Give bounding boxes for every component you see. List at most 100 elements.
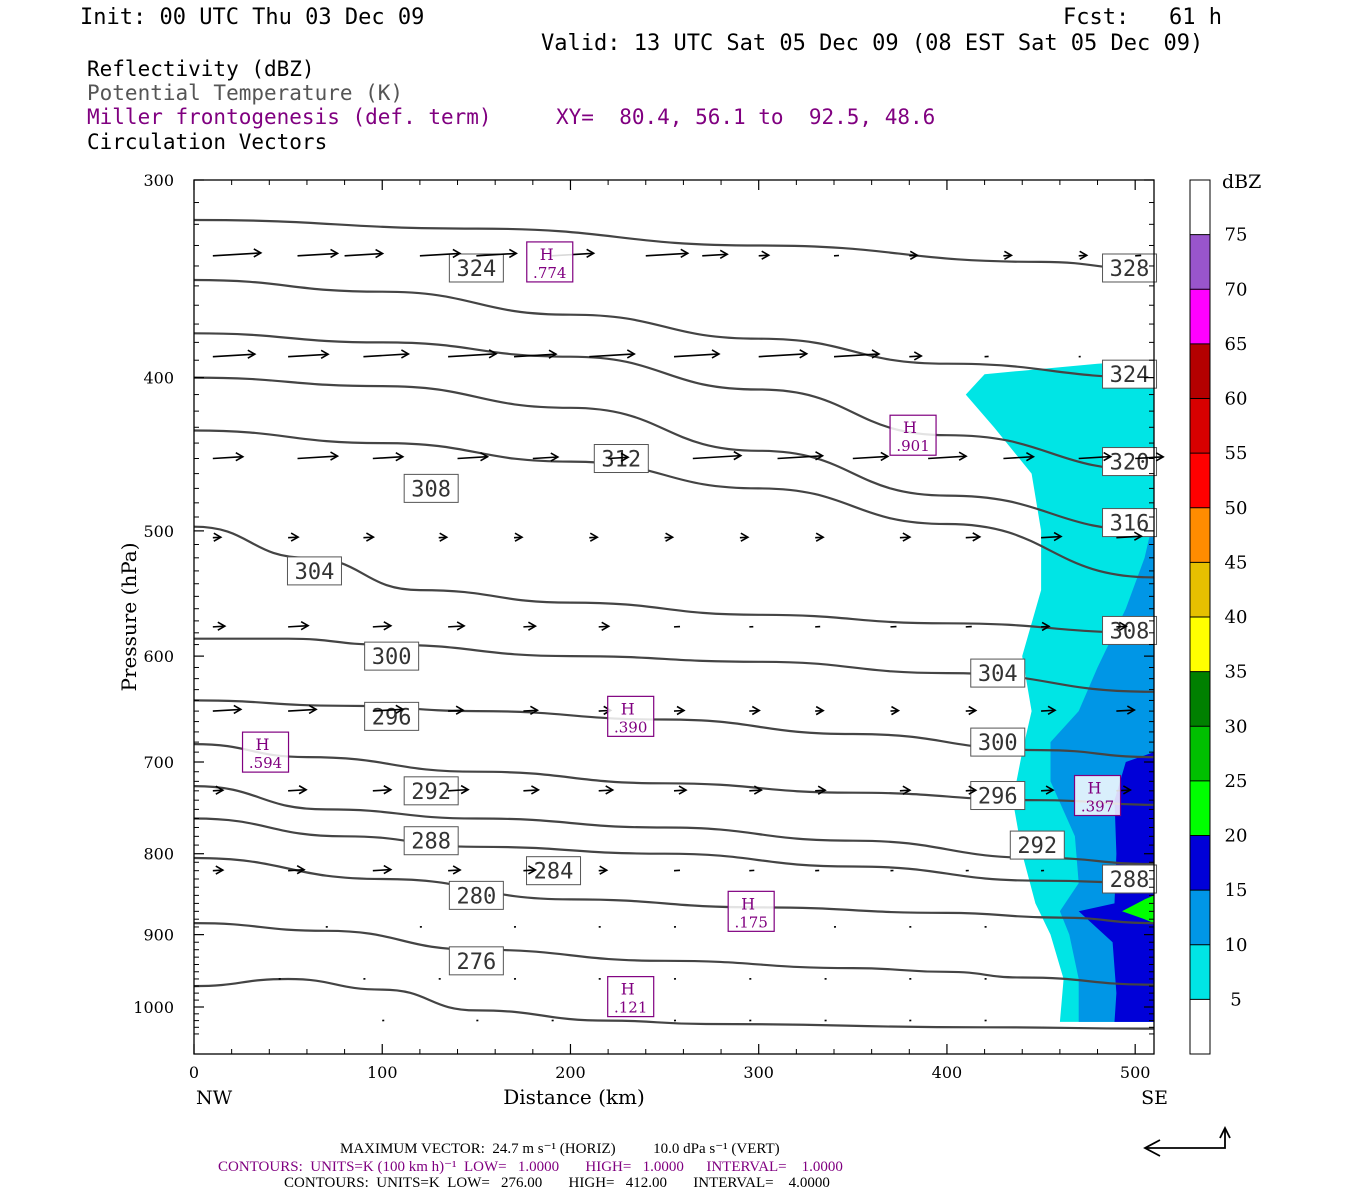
x-tick-label-0: 0 bbox=[189, 1063, 199, 1082]
vector-head-1-6 bbox=[711, 349, 721, 359]
vector-head-0-3 bbox=[452, 248, 462, 259]
y-tick-label-500: 500 bbox=[143, 522, 174, 541]
vector-shaft-2-2 bbox=[372, 455, 403, 460]
vector-shaft-6-11 bbox=[1041, 789, 1054, 792]
vector-head-6-1 bbox=[298, 785, 308, 795]
colorbar-label-55: 55 bbox=[1225, 443, 1248, 464]
theta-label-296-0: 296 bbox=[372, 705, 412, 730]
circulation-vector-1-2 bbox=[363, 349, 411, 359]
circulation-vector-0-3 bbox=[419, 248, 462, 259]
fronto-max-symbol-3: H bbox=[256, 735, 270, 754]
theta-label-300-1: 300 bbox=[978, 731, 1018, 756]
theta-label-box-308-0 bbox=[403, 473, 459, 503]
vector-head-1-2 bbox=[401, 349, 411, 359]
theta-label-292-1: 292 bbox=[1017, 834, 1057, 859]
vector-head-3-4 bbox=[514, 532, 524, 542]
circulation-vector-3-6 bbox=[664, 532, 675, 542]
colorbar-label-45: 45 bbox=[1225, 552, 1248, 573]
circulation-vector-2-6 bbox=[692, 450, 743, 461]
theta-label-328-0: 328 bbox=[1110, 257, 1150, 282]
vector-head-3-5 bbox=[589, 532, 599, 542]
colorbar-top-white bbox=[1190, 180, 1210, 235]
vector-head-4-0 bbox=[217, 621, 227, 631]
circulation-vector-6-0 bbox=[212, 785, 225, 795]
vector-shaft-2-1 bbox=[297, 455, 338, 460]
init-label: Init: 00 UTC Thu 03 Dec 09 bbox=[80, 5, 425, 30]
fronto-max-symbol-5: H bbox=[741, 894, 755, 913]
theta-label-304-0: 304 bbox=[295, 560, 335, 585]
theta-label-box-324-0 bbox=[448, 253, 504, 283]
colorbar-box-12 bbox=[1190, 343, 1210, 399]
vector-head-4-11 bbox=[1041, 621, 1051, 632]
x-end-label-se: SE bbox=[1141, 1087, 1168, 1109]
vector-shaft-3-12 bbox=[1116, 535, 1142, 539]
theta-label-308-0: 308 bbox=[411, 477, 451, 502]
theta-label-box-316-0 bbox=[1102, 508, 1158, 538]
theta-label-box-324-1 bbox=[1102, 359, 1158, 389]
vector-head-7-2 bbox=[383, 864, 393, 875]
vector-head-4-4 bbox=[528, 621, 538, 631]
vector-shaft-5-11 bbox=[1041, 709, 1056, 712]
circulation-vector-6-7 bbox=[749, 785, 763, 795]
fronto-max-box-6 bbox=[607, 976, 655, 1018]
vector-head-6-12 bbox=[1122, 785, 1132, 795]
circulation-vector-0-6 bbox=[645, 248, 690, 258]
vector-head-2-1 bbox=[330, 451, 340, 461]
circulation-vector-0-0 bbox=[212, 248, 263, 258]
vector-head-3-2 bbox=[366, 532, 376, 542]
circulation-vector-5-1 bbox=[288, 704, 318, 715]
theta-label-284-0: 284 bbox=[534, 860, 574, 885]
vector-head-5-7 bbox=[751, 705, 761, 716]
vector-shaft-1-7 bbox=[758, 353, 807, 358]
vector-head-5-8 bbox=[815, 705, 825, 716]
vector-shaft-2-4 bbox=[532, 456, 558, 460]
vector-shaft-5-2 bbox=[372, 708, 403, 712]
fronto-max-value-1: .901 bbox=[896, 437, 929, 455]
colorbar-label-75: 75 bbox=[1225, 225, 1248, 246]
vector-shaft-1-6 bbox=[673, 353, 720, 358]
max-vector-note: MAXIMUM VECTOR: 24.7 m s⁻¹ (HORIZ) 10.0 … bbox=[340, 1141, 780, 1157]
circulation-vector-7-5 bbox=[598, 865, 609, 875]
vector-head-6-3 bbox=[460, 784, 470, 795]
theta-label-box-276-0 bbox=[448, 946, 504, 976]
circulation-vector-layer bbox=[212, 248, 1165, 1022]
circulation-vector-2-9 bbox=[928, 451, 968, 461]
vector-head-7-5 bbox=[599, 865, 609, 875]
x-axis-title: Distance (km) bbox=[503, 1085, 645, 1109]
circulation-vector-2-12 bbox=[1135, 452, 1165, 462]
circulation-vector-5-10 bbox=[965, 705, 978, 716]
vector-head-7-3 bbox=[452, 865, 462, 875]
vector-head-1-5 bbox=[626, 349, 636, 359]
vector-shaft-2-12 bbox=[1135, 456, 1164, 460]
vector-head-7-4 bbox=[528, 865, 538, 875]
vector-head-6-2 bbox=[383, 785, 393, 795]
vector-head-5-3 bbox=[455, 705, 465, 715]
theta-contour-328 bbox=[193, 218, 1155, 272]
vector-shaft-3-11 bbox=[1041, 535, 1062, 539]
theta-contour-324 bbox=[193, 278, 1155, 379]
circulation-vector-7-2 bbox=[372, 864, 393, 875]
vector-shaft-7-3 bbox=[448, 869, 461, 872]
theta-contour-284 bbox=[193, 856, 1155, 925]
vector-head-6-10 bbox=[968, 785, 978, 795]
fronto-max-symbol-2: H bbox=[621, 699, 635, 718]
theta-label-box-296-0 bbox=[364, 701, 420, 731]
fronto-max-value-6: .121 bbox=[614, 999, 647, 1017]
circulation-vector-2-4 bbox=[532, 452, 560, 462]
circulation-vector-1-0 bbox=[212, 349, 257, 359]
y-axis-title: Pressure (hPa) bbox=[117, 543, 141, 692]
colorbar-label-40: 40 bbox=[1225, 607, 1248, 628]
vector-shaft-0-7 bbox=[702, 253, 728, 257]
fronto-max-value-2: .390 bbox=[614, 718, 647, 736]
theta-label-312-0: 312 bbox=[601, 448, 641, 473]
circulation-vector-5-2 bbox=[372, 704, 405, 714]
vector-head-0-1 bbox=[330, 248, 340, 259]
vector-shaft-1-9 bbox=[909, 355, 922, 358]
valid-time-label: Valid: 13 UTC Sat 05 Dec 09 (08 EST Sat … bbox=[541, 31, 1204, 56]
vector-shaft-1-3 bbox=[448, 353, 497, 358]
circulation-vector-1-4 bbox=[513, 349, 558, 359]
colorbar-label-70: 70 bbox=[1225, 279, 1248, 300]
fronto-max-value-5: .175 bbox=[734, 913, 767, 931]
theta-contour-layer: 328 324 324 320 316 312 308 308 304 304 300 300 296 2… bbox=[193, 218, 1158, 1030]
vector-shaft-2-3 bbox=[457, 455, 488, 460]
